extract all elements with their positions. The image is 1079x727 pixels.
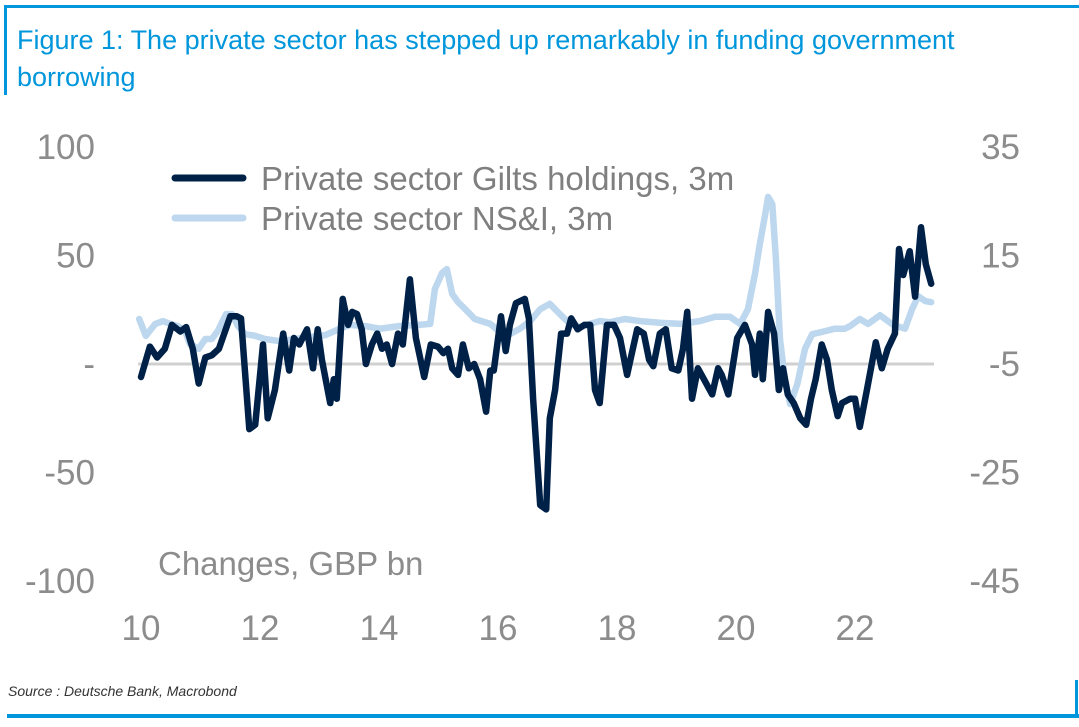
- unit-label: Changes, GBP bn: [158, 545, 423, 582]
- frame-top-border: [4, 5, 1079, 8]
- left-axis: 100 50 - -50 -100: [25, 128, 95, 601]
- x-tick-label: 22: [836, 609, 875, 648]
- x-tick-label: 16: [479, 609, 518, 648]
- legend-label-nsi: Private sector NS&I, 3m: [261, 200, 613, 237]
- right-axis: 35 15 -5 -25 -45: [969, 128, 1020, 601]
- frame-right-border: [1075, 680, 1078, 718]
- left-tick-label: 100: [37, 128, 95, 167]
- left-tick-label: -: [83, 345, 95, 384]
- legend-label-gilts: Private sector Gilts holdings, 3m: [261, 160, 734, 197]
- frame-bottom-border: [7, 714, 1079, 718]
- source-note: Source : Deutsche Bank, Macrobond: [8, 683, 237, 699]
- chart-title: Figure 1: The private sector has stepped…: [17, 25, 955, 92]
- series-lines: [135, 193, 935, 513]
- right-tick-label: 15: [981, 237, 1020, 276]
- left-tick-label: 50: [56, 237, 95, 276]
- x-tick-label: 12: [241, 609, 280, 648]
- gilts-series-line: [137, 224, 935, 513]
- x-tick-label: 20: [717, 609, 756, 648]
- nsi-series-line: [135, 193, 935, 408]
- x-tick-label: 14: [360, 609, 399, 648]
- left-tick-label: -50: [44, 454, 95, 493]
- x-tick-label: 10: [122, 609, 161, 648]
- right-tick-label: 35: [981, 128, 1020, 167]
- left-tick-label: -100: [25, 562, 95, 601]
- right-tick-label: -45: [969, 562, 1020, 601]
- legend: Private sector Gilts holdings, 3mPrivate…: [171, 160, 734, 237]
- frame-left-border: [4, 5, 7, 95]
- x-axis: 10 12 14 16 18 20 22: [122, 609, 875, 648]
- x-tick-label: 18: [598, 609, 637, 648]
- right-tick-label: -25: [969, 454, 1020, 493]
- right-tick-label: -5: [989, 345, 1020, 384]
